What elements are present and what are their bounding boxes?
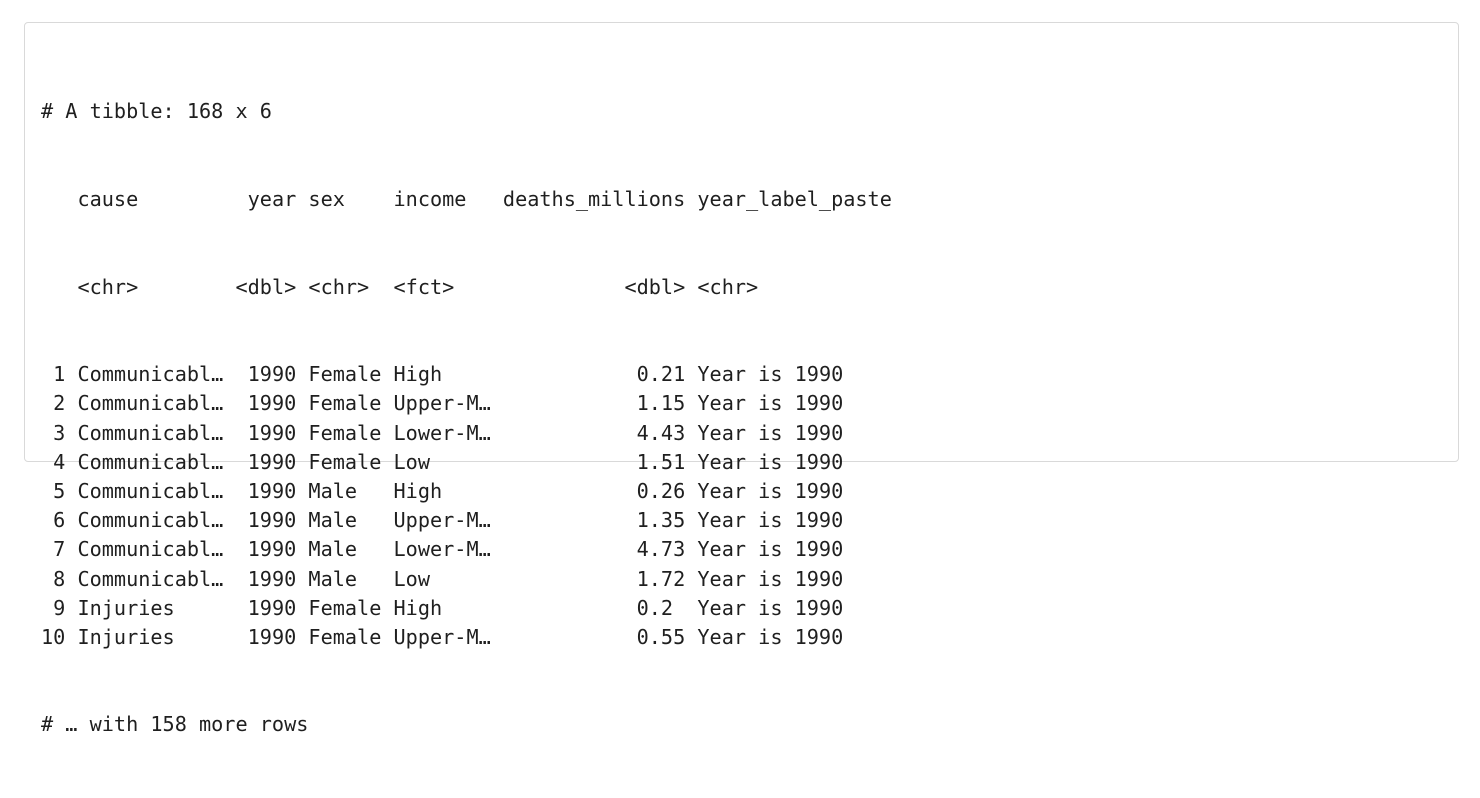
cell-deaths-millions: 0.55 [636, 624, 686, 649]
cell-year-label-paste: Year is 1990 [697, 595, 844, 620]
cell-cause: Injuries [77, 624, 175, 649]
column-name-sex: sex [308, 187, 345, 211]
cell-index: 7 [53, 537, 66, 562]
table-row: 2 Communicabl… 1990 Female Upper-M… 1.15… [41, 389, 892, 418]
cell-sex: Female [308, 595, 382, 620]
cell-deaths-millions: 4.73 [636, 537, 686, 562]
cell-year-label-paste: Year is 1990 [697, 478, 844, 503]
table-row: 10 Injuries 1990 Female Upper-M… 0.55 Ye… [41, 623, 892, 652]
column-name-year: year [247, 187, 297, 211]
cell-index: 4 [53, 449, 66, 474]
cell-index: 10 [41, 624, 66, 649]
cell-index: 9 [53, 595, 66, 620]
cell-year-label-paste: Year is 1990 [697, 449, 844, 474]
cell-year: 1990 [247, 449, 297, 474]
cell-year: 1990 [247, 362, 297, 387]
tibble-printout: # A tibble: 168 x 6 cause year sex incom… [41, 39, 892, 798]
cell-sex: Female [308, 420, 382, 445]
cell-index: 1 [53, 362, 66, 387]
cell-sex: Male [308, 508, 358, 533]
column-type-year: <dbl> [235, 274, 297, 299]
table-row: 5 Communicabl… 1990 Male High 0.26 Year … [41, 477, 892, 506]
column-type-deaths-millions: <dbl> [624, 274, 686, 299]
cell-income: Lower-M… [393, 420, 491, 445]
cell-year-label-paste: Year is 1990 [697, 508, 844, 533]
table-rows: 1 Communicabl… 1990 Female High 0.21 Yea… [41, 360, 892, 652]
cell-year: 1990 [247, 420, 297, 445]
cell-year: 1990 [247, 508, 297, 533]
cell-sex: Male [308, 537, 358, 562]
column-type-year-label-paste: <chr> [697, 274, 759, 299]
cell-year: 1990 [247, 595, 297, 620]
column-type-income: <fct> [393, 274, 455, 299]
cell-cause: Communicabl… [77, 391, 224, 416]
column-name-deaths-millions: deaths_millions [502, 187, 686, 211]
cell-cause: Communicabl… [77, 362, 224, 387]
tibble-title: # A tibble: 168 x 6 [41, 99, 272, 124]
cell-cause: Communicabl… [77, 508, 224, 533]
cell-sex: Female [308, 624, 382, 649]
cell-year: 1990 [247, 391, 297, 416]
cell-income: Low [393, 566, 430, 591]
cell-income: Upper-M… [393, 508, 491, 533]
cell-year: 1990 [247, 624, 297, 649]
cell-income: High [393, 362, 443, 387]
cell-deaths-millions: 1.72 [636, 566, 686, 591]
column-type-cause: <chr> [77, 274, 139, 299]
cell-year-label-paste: Year is 1990 [697, 566, 844, 591]
cell-cause: Communicabl… [77, 420, 224, 445]
cell-deaths-millions: 0.26 [636, 478, 686, 503]
cell-index: 8 [53, 566, 66, 591]
cell-income: Upper-M… [393, 391, 491, 416]
table-row: 1 Communicabl… 1990 Female High 0.21 Yea… [41, 360, 892, 389]
table-row: 7 Communicabl… 1990 Male Lower-M… 4.73 Y… [41, 535, 892, 564]
cell-year-label-paste: Year is 1990 [697, 624, 844, 649]
column-header-row: cause year sex income deaths_millions ye… [41, 185, 892, 214]
table-row: 8 Communicabl… 1990 Male Low 1.72 Year i… [41, 565, 892, 594]
column-type-row: <chr> <dbl> <chr> <fct> <dbl> <chr> [41, 273, 892, 302]
cell-cause: Communicabl… [77, 478, 224, 503]
cell-deaths-millions: 0.21 [636, 362, 686, 387]
cell-year: 1990 [247, 566, 297, 591]
cell-index: 5 [53, 478, 66, 503]
column-type-sex: <chr> [308, 274, 370, 299]
cell-income: Upper-M… [393, 624, 491, 649]
table-row: 9 Injuries 1990 Female High 0.2 Year is … [41, 594, 892, 623]
cell-sex: Male [308, 478, 358, 503]
cell-year-label-paste: Year is 1990 [697, 362, 844, 387]
cell-deaths-millions: 0.2 [636, 595, 674, 620]
cell-deaths-millions: 1.35 [636, 508, 686, 533]
cell-cause: Communicabl… [77, 566, 224, 591]
cell-index: 6 [53, 508, 66, 533]
more-rows-footer: # … with 158 more rows [41, 712, 309, 737]
column-name-income: income [393, 187, 467, 211]
column-name-year-label-paste: year_label_paste [697, 187, 892, 211]
cell-year-label-paste: Year is 1990 [697, 537, 844, 562]
table-row: 3 Communicabl… 1990 Female Lower-M… 4.43… [41, 419, 892, 448]
cell-deaths-millions: 4.43 [636, 420, 686, 445]
cell-deaths-millions: 1.51 [636, 449, 686, 474]
cell-sex: Male [308, 566, 358, 591]
cell-year: 1990 [247, 537, 297, 562]
cell-year-label-paste: Year is 1990 [697, 391, 844, 416]
column-name-cause: cause [77, 187, 139, 211]
cell-deaths-millions: 1.15 [636, 391, 686, 416]
cell-year: 1990 [247, 478, 297, 503]
cell-income: High [393, 478, 443, 503]
cell-sex: Female [308, 391, 382, 416]
cell-income: Low [393, 449, 430, 474]
cell-sex: Female [308, 362, 382, 387]
console-output-box: # A tibble: 168 x 6 cause year sex incom… [24, 22, 1459, 736]
cell-cause: Communicabl… [77, 449, 224, 474]
cell-year-label-paste: Year is 1990 [697, 420, 844, 445]
cell-income: Lower-M… [393, 537, 491, 562]
cell-sex: Female [308, 449, 382, 474]
table-row: 4 Communicabl… 1990 Female Low 1.51 Year… [41, 448, 892, 477]
cell-index: 3 [53, 420, 66, 445]
cell-cause: Injuries [77, 595, 175, 620]
cell-cause: Communicabl… [77, 537, 224, 562]
cell-income: High [393, 595, 443, 620]
cell-index: 2 [53, 391, 66, 416]
table-row: 6 Communicabl… 1990 Male Upper-M… 1.35 Y… [41, 506, 892, 535]
